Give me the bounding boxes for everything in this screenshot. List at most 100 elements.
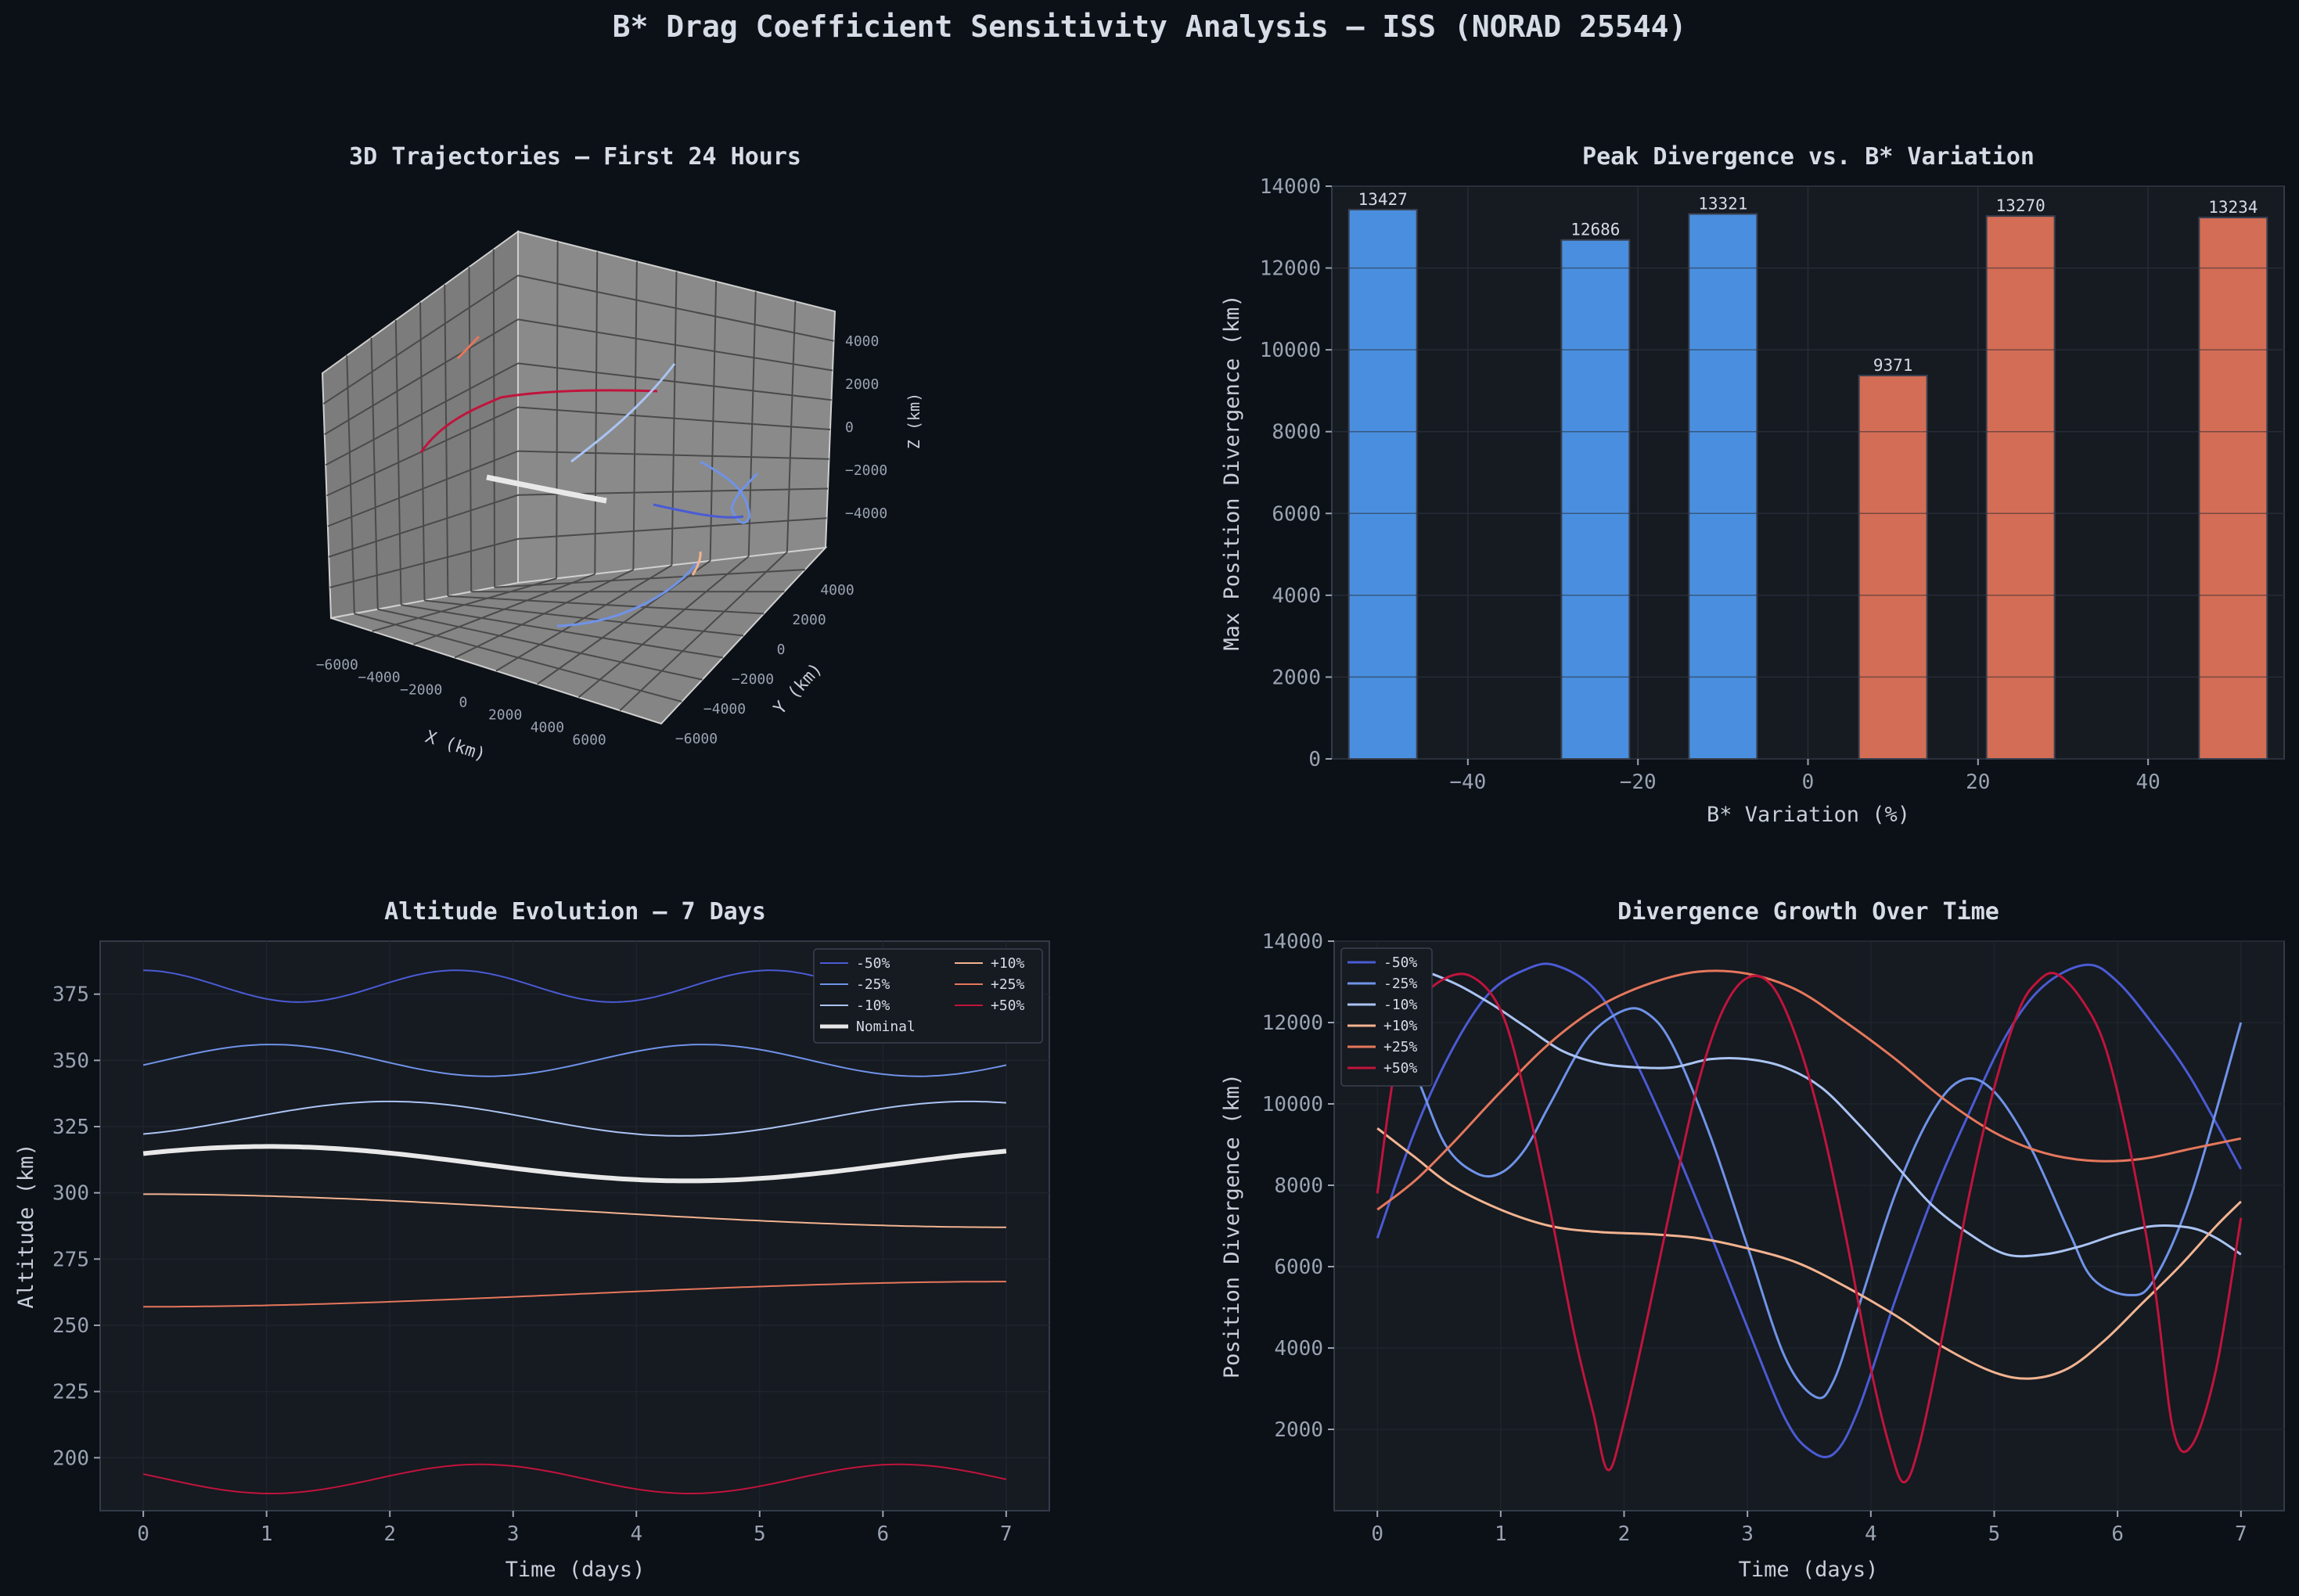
x-tick-label: 1 (261, 1522, 273, 1546)
bar (1347, 208, 1418, 760)
wall-gridline (324, 318, 519, 436)
box-gridlines (322, 241, 834, 711)
x-tick-label: 5 (1988, 1522, 2001, 1546)
altitude-line (143, 1193, 1006, 1228)
bar-value-label: 13427 (1358, 190, 1408, 209)
y-tick-label-3d: 4000 (820, 582, 854, 598)
x-tick-label-3d: −6000 (316, 657, 358, 674)
floor-gridline (577, 555, 750, 699)
z-axis-label-3d: Z (km) (905, 393, 923, 449)
altitude-line (142, 1044, 1007, 1077)
y-tick-label: 8000 (1274, 1174, 1323, 1198)
divergence-line (1376, 968, 2242, 1258)
bar-value-label: 13234 (2208, 198, 2258, 217)
altitude-lines (142, 969, 1007, 1494)
bar (1858, 375, 1928, 760)
x-tick-label-3d: 4000 (531, 720, 564, 736)
z-tick-label-3d: −2000 (845, 462, 887, 479)
x-tick-label: 5 (754, 1522, 766, 1546)
bar-y-tick-label: 8000 (1272, 421, 1321, 444)
wall-gridline (444, 284, 449, 596)
altitude-ticks: 200 225 250 275 300 325 350 375 0 1 2 3 4 5 6 7 (52, 983, 1013, 1546)
altitude-y-axis-label: Altitude (km) (14, 1143, 38, 1308)
altitude-chart-title: Altitude Evolution — 7 Days (384, 898, 766, 926)
legend-label: -10% (856, 998, 890, 1014)
x-tick-label: 2 (1618, 1522, 1631, 1546)
bar-chart-title: Peak Divergence vs. B* Variation (1582, 143, 2035, 171)
y-tick-label-3d: −6000 (675, 731, 718, 747)
legend-label: +50% (1383, 1060, 1418, 1077)
wall-gridline (517, 275, 834, 342)
y-tick-label-3d: 2000 (792, 612, 826, 628)
bar-y-tick-label: 10000 (1260, 339, 1321, 362)
trajectory-plus50 (419, 389, 658, 453)
floor-gridline (537, 560, 711, 685)
floor-gridline (354, 613, 682, 703)
x-tick-label: 3 (1741, 1522, 1754, 1546)
x-tick-label-3d: −4000 (358, 670, 400, 686)
x-tick-label-3d: 6000 (572, 732, 606, 749)
divergence-chart-title: Divergence Growth Over Time (1617, 898, 1999, 926)
wall-gridline (492, 249, 496, 588)
legend-label: -10% (1383, 997, 1418, 1013)
y-tick-label: 10000 (1262, 1093, 1323, 1116)
trajectory-3d-title: 3D Trajectories — First 24 Hours (349, 143, 801, 171)
x-tick-label: 6 (877, 1522, 890, 1546)
floor-gridline (401, 604, 723, 659)
wall-gridline (468, 267, 473, 592)
bar-ticks: 0 2000 4000 6000 8000 10000 12000 14000 −40 −20 0 2… (1260, 175, 2160, 794)
bar-x-tick-label: −20 (1620, 771, 1657, 794)
wall-gridline (517, 406, 831, 430)
trajectory-plus10 (691, 551, 702, 576)
y-tick-label: 200 (52, 1447, 89, 1470)
wall-gridline (322, 275, 519, 404)
bar-y-tick-label: 2000 (1272, 666, 1321, 689)
bar (2198, 217, 2268, 760)
bar-value-label: 12686 (1570, 221, 1620, 239)
y-tick-label: 300 (52, 1182, 89, 1206)
bar-x-axis-label: B* Variation (%) (1707, 803, 1910, 827)
x-tick-label: 3 (507, 1522, 520, 1546)
legend-label: -50% (856, 955, 890, 972)
divergence-line (1376, 998, 2243, 1400)
altitude-line (142, 1463, 1007, 1494)
trajectory-minus25b (556, 563, 698, 627)
y-tick-label: 12000 (1262, 1012, 1323, 1035)
y-tick-label: 225 (52, 1381, 89, 1404)
bars: 13427 12686 13321 9371 13270 13234 (1347, 190, 2268, 760)
divergence-line (1376, 969, 2242, 1211)
figure-title: B* Drag Coefficient Sensitivity Analysis… (612, 9, 1687, 44)
trajectory-plus25 (456, 335, 480, 360)
z-tick-label-3d: 2000 (845, 376, 879, 393)
y-tick-label: 325 (52, 1116, 89, 1139)
trajectory-nominal (486, 474, 607, 504)
x-tick-label: 7 (1000, 1522, 1013, 1546)
legend-label: -50% (1383, 954, 1418, 971)
y-tick-label: 6000 (1274, 1256, 1323, 1279)
y-tick-label: 2000 (1274, 1418, 1323, 1442)
divergence-plot-area (1333, 940, 2285, 1512)
x-tick-label: 0 (137, 1522, 149, 1546)
z-tick-label-3d: −4000 (845, 505, 887, 522)
bar-x-tick-label: 0 (1802, 771, 1815, 794)
altitude-x-axis-label: Time (days) (505, 1558, 646, 1582)
x-tick-label: 2 (383, 1522, 396, 1546)
bar-y-axis-label: Max Position Divergence (km) (1220, 294, 1244, 650)
y-tick-label: 350 (52, 1049, 89, 1073)
x-tick-label-3d: −2000 (400, 682, 442, 699)
bar-value-label: 13270 (1996, 196, 2045, 215)
x-tick-label: 7 (2235, 1522, 2247, 1546)
divergence-x-axis-label: Time (days) (1739, 1558, 1879, 1582)
y-tick-label-3d: −4000 (703, 701, 746, 717)
legend-label: +10% (1383, 1018, 1418, 1034)
y-tick-label: 14000 (1262, 930, 1323, 954)
bar-y-tick-label: 6000 (1272, 502, 1321, 526)
trajectory-minus25 (700, 460, 759, 524)
x-tick-label-3d: 0 (459, 695, 468, 711)
floor-gridline (424, 599, 744, 637)
divergence-line (1376, 962, 2243, 1458)
